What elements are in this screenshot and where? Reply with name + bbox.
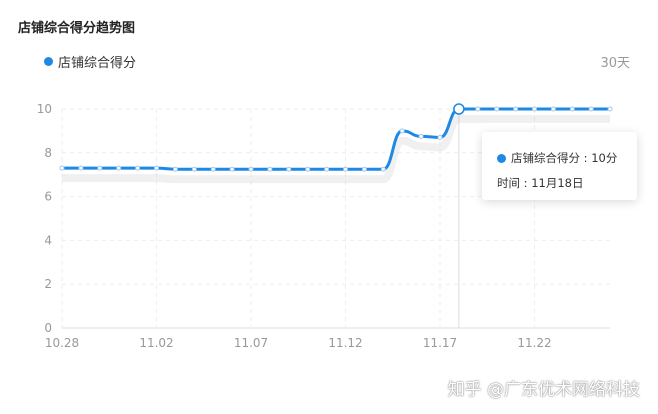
data-point	[324, 166, 330, 172]
data-point	[78, 165, 84, 171]
data-point	[607, 106, 613, 112]
data-point	[380, 166, 386, 172]
legend-dot-icon	[44, 57, 53, 66]
x-tick-label: 10.28	[45, 336, 79, 350]
data-point	[135, 165, 141, 171]
data-point	[97, 165, 103, 171]
data-point	[248, 166, 254, 172]
data-point	[305, 166, 311, 172]
data-point	[532, 106, 537, 112]
y-tick-label: 6	[44, 190, 52, 204]
data-point	[361, 166, 367, 172]
data-point	[286, 166, 292, 172]
tooltip-series: 店铺综合得分	[511, 151, 580, 165]
data-point	[399, 128, 405, 134]
data-point	[172, 166, 178, 172]
tooltip-value: 10分	[591, 151, 618, 165]
data-point	[116, 165, 122, 171]
watermark: 知乎 @广东优术网络科技	[447, 380, 640, 400]
legend-item[interactable]: 店铺综合得分	[44, 52, 136, 71]
data-point	[191, 166, 197, 172]
x-tick-label: 11.07	[234, 336, 268, 350]
y-tick-label: 8	[44, 146, 52, 160]
y-tick-label: 2	[44, 277, 52, 291]
x-tick-label: 11.12	[328, 336, 362, 350]
data-point	[418, 133, 424, 139]
tooltip-sep: :	[580, 151, 592, 165]
data-point	[550, 106, 556, 112]
tooltip-sep: :	[520, 176, 532, 190]
data-point	[588, 106, 594, 112]
data-point	[475, 106, 481, 112]
data-point	[569, 106, 575, 112]
range-selector[interactable]: 30天	[600, 56, 630, 71]
y-tick-label: 10	[37, 102, 52, 116]
data-point	[437, 134, 443, 140]
legend-label: 店铺综合得分	[58, 56, 137, 71]
data-point	[513, 106, 519, 112]
tooltip-time: 11月18日	[531, 176, 584, 190]
data-point	[343, 166, 348, 172]
data-point	[229, 166, 235, 172]
x-tick-label: 11.22	[517, 336, 551, 350]
data-point	[494, 106, 500, 112]
highlighted-point	[453, 103, 465, 115]
chart-title: 店铺综合得分趋势图	[18, 21, 136, 36]
data-point	[154, 165, 159, 171]
data-point	[59, 165, 65, 171]
y-tick-label: 4	[44, 233, 52, 247]
data-point	[267, 166, 273, 172]
tooltip-dot-icon	[497, 153, 506, 163]
tooltip-time-label: 时间	[497, 176, 520, 190]
x-tick-label: 11.17	[423, 336, 457, 350]
data-point	[210, 166, 216, 172]
tooltip: 店铺综合得分 : 10分 时间 : 11月18日	[482, 132, 637, 200]
line-shadow	[61, 115, 611, 184]
x-tick-label: 11.02	[139, 336, 173, 350]
y-tick-label: 0	[44, 321, 52, 335]
